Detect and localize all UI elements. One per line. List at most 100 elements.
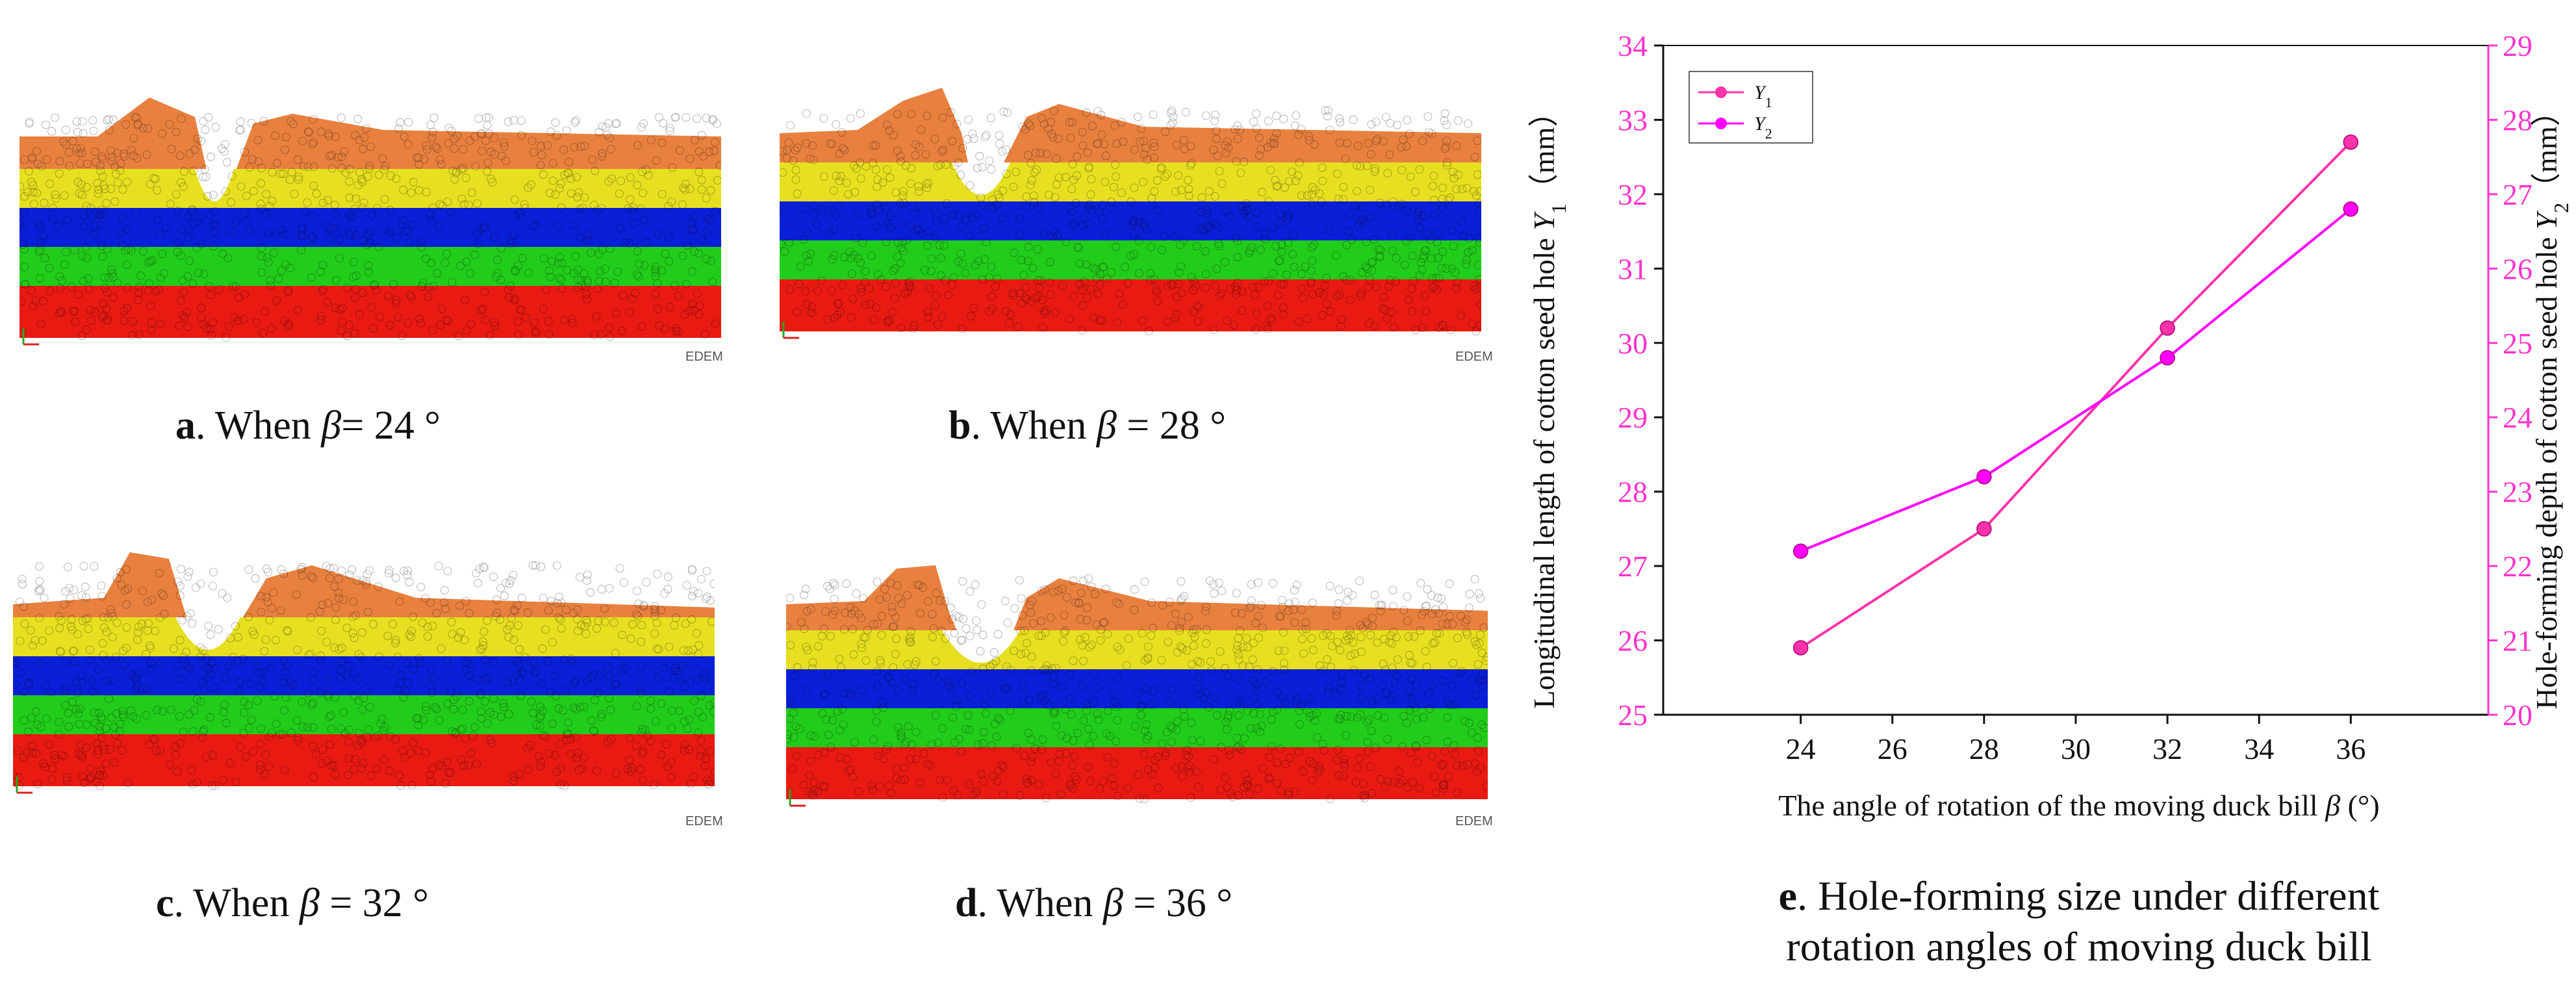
caption-d-text: . When xyxy=(977,881,1103,925)
x-label-unit: (°) xyxy=(2340,789,2380,822)
caption-c: c. When β = 32 ° xyxy=(156,880,429,927)
green-layer xyxy=(780,240,1481,279)
particle-texture xyxy=(786,574,1488,804)
axis-triad-icon xyxy=(789,789,806,807)
caption-a-symbol: β xyxy=(321,404,342,448)
legend-label-y1: Y1 xyxy=(1754,82,1772,110)
series-point-y2 xyxy=(1976,469,1992,485)
caption-d-letter: d xyxy=(955,881,978,925)
axis-triad-icon xyxy=(22,328,39,346)
caption-a: a. When β= 24 ° xyxy=(175,403,440,449)
caption-c-symbol: β xyxy=(299,881,320,925)
blue-layer xyxy=(786,669,1488,708)
y-left-tick-label: 29 xyxy=(1618,401,1648,434)
y-left-tick-label: 26 xyxy=(1618,624,1648,658)
particle-texture xyxy=(780,106,1481,336)
x-label-text: The angle of rotation of the moving duck… xyxy=(1778,789,2325,822)
blue-layer xyxy=(13,656,715,695)
caption-a-value: = 24 ° xyxy=(341,404,441,448)
caption-b-letter: b xyxy=(949,404,971,448)
bottom-layer xyxy=(13,734,715,786)
series-point-y2 xyxy=(2160,350,2175,366)
chart-e: 24 26 28 30 32 34 3625262728293031323334202122… xyxy=(1527,29,2573,822)
x-tick-label: 32 xyxy=(2152,732,2182,765)
yellow-layer xyxy=(13,617,715,656)
y-right-label-unit: （mm） xyxy=(2530,96,2563,203)
caption-c-letter: c xyxy=(156,881,174,925)
edem-watermark-c: EDEM xyxy=(685,814,723,828)
caption-b-text: . When xyxy=(971,404,1097,448)
simulation-image-c xyxy=(13,552,715,794)
x-tick-label: 26 xyxy=(1878,732,1907,765)
series-point-y1 xyxy=(2343,135,2359,150)
caption-b: b. When β = 28 ° xyxy=(949,403,1226,449)
caption-d-value: = 36 ° xyxy=(1123,881,1233,925)
caption-e-text1: . Hole-forming size under different xyxy=(1797,873,2380,919)
y-left-tick-label: 33 xyxy=(1618,103,1648,136)
simulation-image-b xyxy=(780,88,1481,339)
simulation-image-a xyxy=(19,97,721,346)
seed-hole xyxy=(175,617,240,650)
yellow-layer xyxy=(780,162,1481,201)
y-left-tick-label: 25 xyxy=(1618,699,1648,732)
caption-d-symbol: β xyxy=(1103,881,1123,925)
y-right-axis-label: Hole-forming depth of cotton seed hole Y… xyxy=(2530,96,2573,710)
y-left-tick-label: 30 xyxy=(1618,327,1648,360)
seed-hole xyxy=(952,162,1010,195)
caption-a-letter: a xyxy=(175,404,196,448)
x-tick-label: 24 xyxy=(1786,732,1816,765)
bottom-layer xyxy=(780,279,1481,331)
series-point-y1 xyxy=(1792,640,1809,656)
x-label-symbol: β xyxy=(2325,789,2340,822)
edem-watermark-a: EDEM xyxy=(685,350,723,364)
y-left-label-sub: 1 xyxy=(1547,203,1570,214)
orange-top-layer xyxy=(19,97,721,227)
y-right-tick-label: 24 xyxy=(2503,401,2532,434)
axis-triad-icon xyxy=(16,776,32,794)
y-left-label-unit: （mm） xyxy=(1527,97,1561,204)
y-left-tick-label: 31 xyxy=(1618,252,1648,285)
series-line-y1 xyxy=(1800,141,2352,649)
y-left-label-symbol: Y xyxy=(1527,211,1561,231)
y-left-axis-label: Longitudinal length of cotton seed hole … xyxy=(1527,97,1570,709)
series-point-y1 xyxy=(2160,320,2175,336)
y-right-tick-label: 23 xyxy=(2503,476,2532,509)
caption-a-text: . When xyxy=(196,404,322,448)
y-right-tick-label: 22 xyxy=(2503,550,2532,583)
y-left-tick-label: 34 xyxy=(1618,29,1648,62)
y-left-label-text: Longitudinal length of cotton seed hole xyxy=(1527,231,1561,709)
y-right-tick-label: 29 xyxy=(2503,29,2532,62)
series-point-y1 xyxy=(1976,521,1992,537)
x-tick-label: 36 xyxy=(2336,732,2366,765)
yellow-layer xyxy=(19,169,721,208)
caption-e-letter: e xyxy=(1778,873,1798,919)
y-right-tick-label: 25 xyxy=(2503,327,2532,360)
y-right-tick-label: 28 xyxy=(2503,103,2532,136)
green-layer xyxy=(19,247,721,286)
caption-e: e. Hole-forming size under different rot… xyxy=(1592,871,2566,972)
caption-e-line1: e. Hole-forming size under different xyxy=(1592,871,2566,921)
y-right-tick-label: 21 xyxy=(2503,624,2532,658)
caption-b-value: = 28 ° xyxy=(1116,404,1227,448)
caption-d: d. When β = 36 ° xyxy=(955,880,1232,927)
series-point-y2 xyxy=(2343,201,2359,217)
y-right-label-symbol: Y xyxy=(2530,210,2563,229)
x-axis-label: The angle of rotation of the moving duck… xyxy=(1778,789,2379,822)
legend-box xyxy=(1689,71,1813,144)
bottom-layer xyxy=(19,286,721,338)
seed-hole xyxy=(195,169,234,201)
series-point-y2 xyxy=(1792,543,1809,559)
orange-top-layer xyxy=(780,88,1481,221)
y-left-tick-label: 27 xyxy=(1618,550,1648,583)
caption-b-symbol: β xyxy=(1096,404,1117,448)
seed-hole xyxy=(942,630,1020,663)
y-right-tick-label: 20 xyxy=(2503,699,2532,732)
caption-c-text: . When xyxy=(173,881,300,925)
y-right-label-text: Hole-forming depth of cotton seed hole xyxy=(2530,229,2563,709)
blue-layer xyxy=(19,208,721,247)
orange-top-layer xyxy=(786,565,1488,689)
yellow-layer xyxy=(786,630,1488,669)
x-tick-label: 30 xyxy=(2061,732,2091,765)
edem-watermark-d: EDEM xyxy=(1455,814,1493,828)
legend-marker-y1 xyxy=(1715,86,1727,98)
